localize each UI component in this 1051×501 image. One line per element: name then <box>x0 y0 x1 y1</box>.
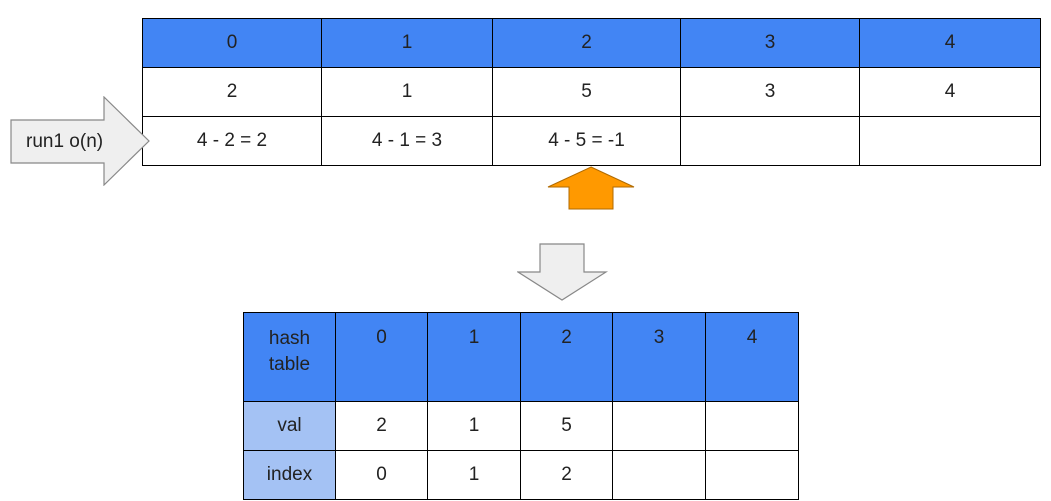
value-cell: 4 <box>859 67 1041 117</box>
hash-table-val-row: val 2 1 5 <box>243 401 799 451</box>
hash-index-cell: 0 <box>335 312 428 402</box>
hash-table-title-line1: hash <box>268 328 311 349</box>
value-cell: 5 <box>492 67 681 117</box>
index-cell: 4 <box>859 18 1041 68</box>
hash-table-index-row: index 0 1 2 <box>243 450 799 500</box>
hash-cell <box>705 401 799 451</box>
top-array-diff-row: 4 - 2 = 2 4 - 1 = 3 4 - 5 = -1 <box>142 116 1041 166</box>
hash-index-cell: 3 <box>612 312 706 402</box>
down-arrow-icon <box>517 243 609 301</box>
top-array-table: 0 1 2 3 4 2 1 5 3 4 4 - 2 = 2 4 - 1 = 3 … <box>142 18 1041 166</box>
diff-cell: 4 - 5 = -1 <box>492 116 681 166</box>
value-cell: 1 <box>321 67 493 117</box>
index-cell: 0 <box>142 18 322 68</box>
hash-table-title-line2: table <box>268 354 311 375</box>
row-label-val: val <box>243 401 336 451</box>
row-label-index: index <box>243 450 336 500</box>
run-arrow-label: run1 o(n) <box>26 131 104 152</box>
value-cell: 2 <box>142 67 322 117</box>
top-array-value-row: 2 1 5 3 4 <box>142 67 1041 117</box>
hash-cell: 5 <box>520 401 613 451</box>
hash-table: hash table 0 1 2 3 4 val 2 1 5 index 0 1… <box>243 312 799 500</box>
hash-cell <box>612 401 706 451</box>
hash-table-corner-cell: hash table <box>243 312 336 402</box>
index-cell: 2 <box>492 18 681 68</box>
hash-cell: 0 <box>335 450 428 500</box>
diff-cell: 4 - 2 = 2 <box>142 116 322 166</box>
hash-cell: 1 <box>427 450 521 500</box>
hash-index-cell: 1 <box>427 312 521 402</box>
hash-cell <box>705 450 799 500</box>
diff-cell <box>859 116 1041 166</box>
hash-cell: 1 <box>427 401 521 451</box>
pointer-up-arrow-icon <box>547 166 635 210</box>
hash-index-cell: 2 <box>520 312 613 402</box>
diff-cell: 4 - 1 = 3 <box>321 116 493 166</box>
run-arrow-icon <box>10 96 150 186</box>
hash-table-header-row: hash table 0 1 2 3 4 <box>243 312 799 402</box>
top-array-index-row: 0 1 2 3 4 <box>142 18 1041 68</box>
hash-index-cell: 4 <box>705 312 799 402</box>
value-cell: 3 <box>680 67 860 117</box>
hash-cell <box>612 450 706 500</box>
index-cell: 3 <box>680 18 860 68</box>
hash-cell: 2 <box>520 450 613 500</box>
hash-cell: 2 <box>335 401 428 451</box>
diff-cell <box>680 116 860 166</box>
index-cell: 1 <box>321 18 493 68</box>
